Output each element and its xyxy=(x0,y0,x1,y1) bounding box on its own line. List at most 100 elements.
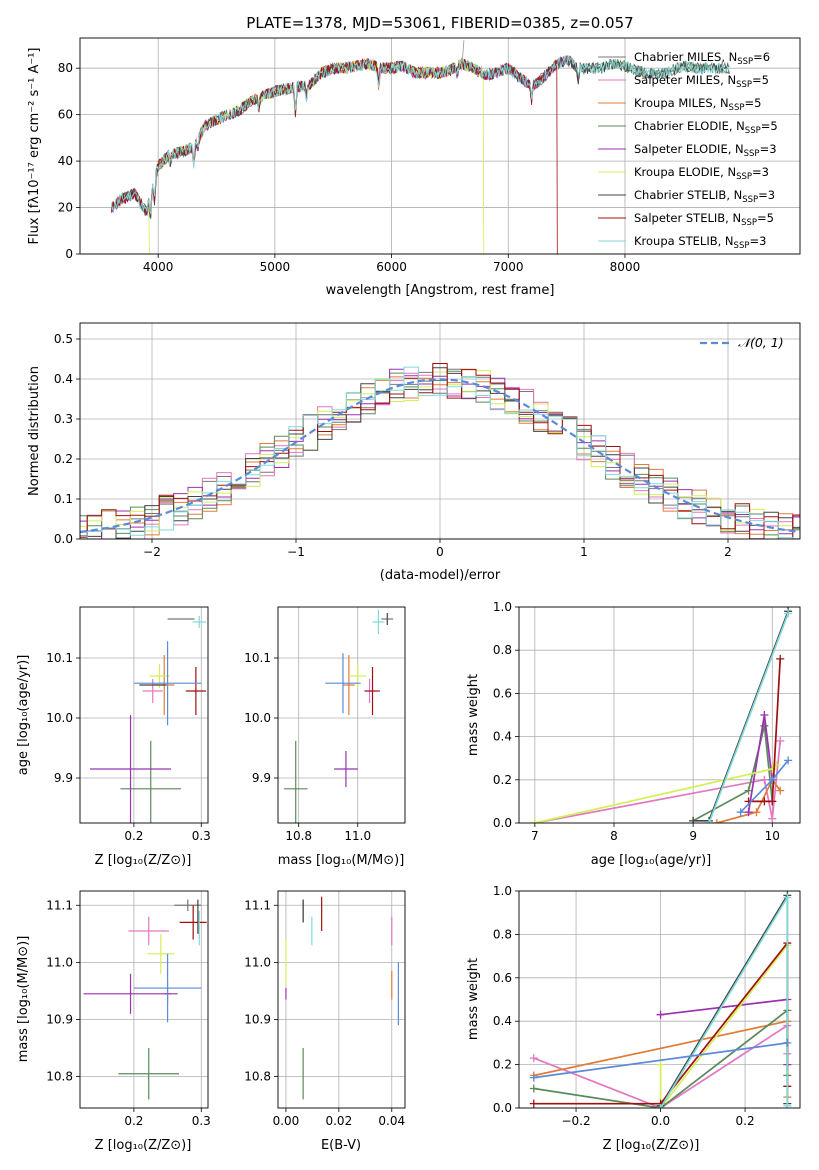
wZ-marker-salpeter_stelib xyxy=(529,1099,538,1108)
spectrum-series-kroupa_elodie xyxy=(148,58,485,254)
spectrum-xtick-label: 4000 xyxy=(143,260,174,274)
wZ-xtick-label: −0.2 xyxy=(561,1114,590,1128)
wAge-marker-salpeter_miles xyxy=(760,775,769,784)
wZ-marker-salpeter_elodie xyxy=(656,1010,665,1019)
residuals-ytick-label: 0.1 xyxy=(54,492,73,506)
residuals-ylabel: Normed distribution xyxy=(27,366,42,496)
wAge-ytick-label: 1.0 xyxy=(493,600,512,614)
wAge-marker-salpeter_stelib xyxy=(760,797,769,806)
wAge-lines xyxy=(530,607,793,823)
ageM-xlabel: mass [log₁₀(M/M⊙)] xyxy=(278,853,405,868)
residuals-xtick-label: −2 xyxy=(143,545,161,559)
weight-vs-Z-panel: −0.2 0.0 0.2 0.0 0.2 0.4 0.6 0.8 1.0 Z [log₁₀(Z/… xyxy=(466,884,801,1153)
spectrum-ytick-label: 60 xyxy=(58,108,73,122)
wAge-ytick-label: 0.4 xyxy=(493,730,512,744)
wAge-marker-kroupa_elodie xyxy=(530,819,539,823)
massZ-ytick-label: 10.8 xyxy=(46,1070,73,1084)
ageZ-xtick-label: 0.2 xyxy=(124,829,143,843)
massZ-ytick-label: 11.0 xyxy=(46,955,73,969)
spectrum-panel: PLATE=1378, MJD=53061, FIBERID=0385, z=0… xyxy=(27,14,801,298)
wZ-series-salpeter_elodie xyxy=(660,998,789,1065)
wAge-marker-normal xyxy=(784,756,793,765)
residuals-xtick-label: −1 xyxy=(287,545,305,559)
ageZ-ytick-label: 10.1 xyxy=(46,651,73,665)
wAge-marker-salpeter_stelib xyxy=(776,654,785,663)
wZ-marker-chabrier_elodie xyxy=(529,1084,538,1093)
wZ-marker-salpeter_miles xyxy=(529,1054,538,1063)
mass-vs-ebv-panel: 0.00 0.02 0.04 10.8 10.9 11.0 11.1 E(B-V) xyxy=(244,890,406,1153)
wZ-xtick-label: 0.2 xyxy=(736,1114,755,1128)
wZ-series-normal xyxy=(533,1042,788,1079)
histogram-series xyxy=(80,363,800,539)
wAge-marker-salpeter_miles xyxy=(776,736,785,745)
wAge-marker-kroupa_miles xyxy=(752,808,761,817)
wAge-series-kroupa_miles xyxy=(716,778,781,823)
spectrum-legend: Chabrier MILES, NSSP=6 Salpeter MILES, NS… xyxy=(598,50,778,251)
wAge-marker-salpeter_stelib xyxy=(768,797,777,806)
massZ-xtick-label: 0.2 xyxy=(124,1114,143,1128)
residuals-xtick-label: 2 xyxy=(724,545,732,559)
legend-label-kroupa_miles: Kroupa MILES, NSSP=5 xyxy=(634,96,761,113)
massZ-errorbars xyxy=(83,899,207,1100)
massZ-xtick-label: 0.3 xyxy=(192,1114,211,1128)
legend-label-kroupa_elodie: Kroupa ELODIE, NSSP=3 xyxy=(634,165,769,182)
wAge-marker-kroupa_stelib xyxy=(704,819,713,823)
normal-curve xyxy=(80,378,800,534)
spectrum-ytick-label: 0 xyxy=(65,247,73,261)
wZ-marker-kroupa_stelib xyxy=(656,1104,665,1108)
wZ-ytick-label: 1.0 xyxy=(493,884,512,898)
wZ-ytick-label: 0.4 xyxy=(493,1014,512,1028)
wAge-marker-kroupa_elodie xyxy=(768,765,777,773)
wAge-marker-kroupa_stelib xyxy=(784,609,793,618)
wZ-ytick-label: 0.0 xyxy=(493,1101,512,1115)
ageZ-xtick-label: 0.3 xyxy=(192,829,211,843)
histogram-kroupa_stelib xyxy=(80,366,800,539)
wZ-xlabel: Z [log₁₀(Z/Z⊙)] xyxy=(603,1138,700,1153)
residuals-ytick-label: 0.0 xyxy=(54,532,73,546)
legend-label-chabrier_elodie: Chabrier ELODIE, NSSP=5 xyxy=(634,119,778,136)
massE-ytick-label: 11.0 xyxy=(244,955,271,969)
spectrum-series-salpeter_stelib xyxy=(111,57,558,254)
wZ-ylabel: mass weight xyxy=(466,958,481,1040)
histogram-salpeter_stelib xyxy=(80,363,800,539)
wZ-frame xyxy=(518,890,801,1109)
wZ-series-kroupa_stelib xyxy=(659,894,789,1108)
legend-label-salpeter_elodie: Salpeter ELODIE, NSSP=3 xyxy=(634,142,777,159)
massZ-frame xyxy=(79,890,209,1109)
wAge-series-chabrier_stelib xyxy=(693,610,789,822)
mass-vs-Z-panel: 0.2 0.3 10.8 10.9 11.0 11.1 Z [log₁₀(Z/Z⊙)] m… xyxy=(16,890,211,1153)
wAge-series-salpeter_miles xyxy=(534,740,782,823)
age-vs-Z-panel: 0.2 0.3 9.9 10.0 10.1 Z [log₁₀(Z/Z⊙)] age [l… xyxy=(16,606,211,868)
spectrum-title: PLATE=1378, MJD=53061, FIBERID=0385, z=0… xyxy=(246,14,633,32)
wAge-marker-normal xyxy=(736,808,745,817)
spectrum-xtick-label: 6000 xyxy=(376,260,407,274)
wAge-xtick-label: 7 xyxy=(531,829,539,843)
wAge-ytick-label: 0.0 xyxy=(493,816,512,830)
wAge-ytick-label: 0.6 xyxy=(493,686,512,700)
wAge-xtick-label: 10 xyxy=(765,829,780,843)
massE-xtick-label: 0.04 xyxy=(378,1114,405,1128)
spectrum-ylabel: Flux [fλ10⁻¹⁷ erg cm⁻² s⁻¹ A⁻¹] xyxy=(27,48,42,245)
spectrum-ytick-label: 80 xyxy=(58,61,73,75)
histogram-kroupa_elodie xyxy=(80,370,800,539)
wZ-series-chabrier_stelib xyxy=(659,892,789,1107)
wAge-marker-kroupa_miles xyxy=(712,819,721,823)
massE-ytick-label: 10.9 xyxy=(244,1012,271,1026)
residuals-frame xyxy=(79,322,801,540)
wZ-series-kroupa_elodie xyxy=(659,944,788,1108)
ageM-ytick-label: 10.0 xyxy=(244,711,271,725)
massE-frame xyxy=(277,890,406,1109)
legend-label-salpeter_miles: Salpeter MILES, NSSP=5 xyxy=(634,73,769,90)
legend-normal-label: 𝒩(0, 1) xyxy=(738,335,784,350)
spectrum-lines xyxy=(111,40,730,254)
wAge-marker-salpeter_elodie xyxy=(744,808,753,817)
residuals-ytick-label: 0.5 xyxy=(54,332,73,346)
wZ-ytick-label: 0.2 xyxy=(493,1058,512,1072)
ageZ-xlabel: Z [log₁₀(Z/Z⊙)] xyxy=(95,853,192,868)
spectrum-xtick-label: 7000 xyxy=(493,260,524,274)
wAge-ytick-label: 0.8 xyxy=(493,643,512,657)
residuals-ytick-label: 0.2 xyxy=(54,452,73,466)
spectrum-xlabel: wavelength [Angstrom, rest frame] xyxy=(326,283,555,298)
ageM-frame xyxy=(277,606,406,824)
residuals-ytick-label: 0.3 xyxy=(54,412,73,426)
